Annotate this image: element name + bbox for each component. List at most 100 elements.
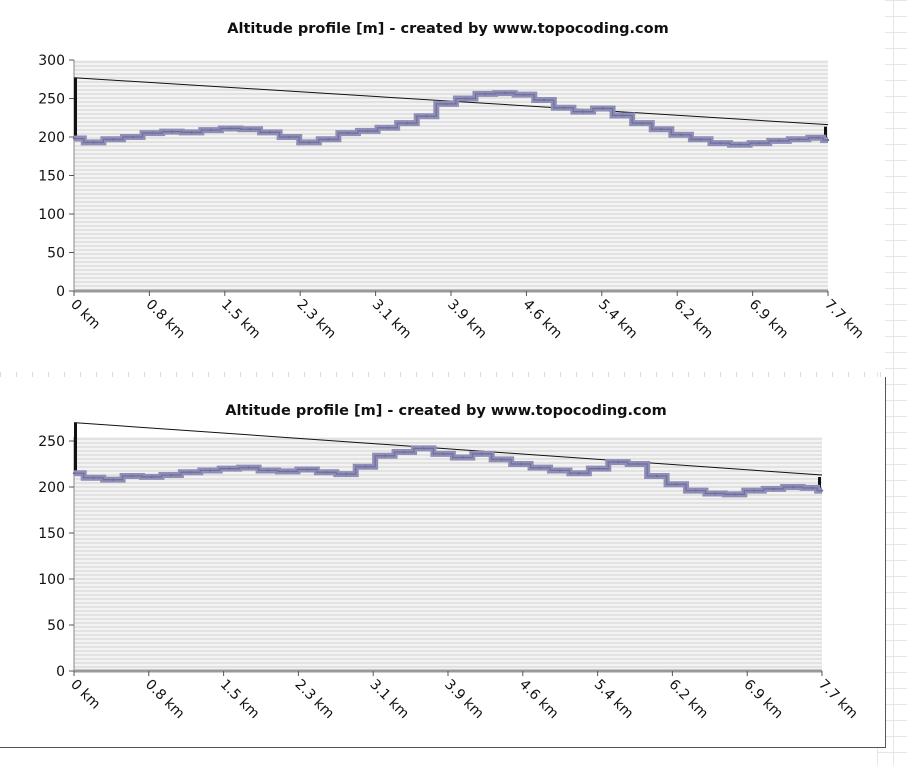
altitude-point <box>325 471 328 474</box>
altitude-point <box>636 462 639 466</box>
altitude-point <box>758 141 761 145</box>
altitude-point <box>621 114 624 117</box>
grid-lines <box>74 61 828 291</box>
altitude-point <box>752 489 756 492</box>
altitude-point <box>484 92 487 96</box>
altitude-point <box>307 141 311 144</box>
start-marker <box>74 77 77 139</box>
altitude-point <box>249 128 252 131</box>
altitude-point <box>562 106 565 109</box>
altitude-point <box>616 460 620 464</box>
end-marker <box>824 126 827 141</box>
altitude-point <box>288 135 291 139</box>
altitude-point <box>713 492 717 495</box>
x-tick-label: 4.6 km <box>520 297 566 343</box>
y-tick-label: 200 <box>38 480 65 496</box>
y-tick-label: 250 <box>38 92 65 108</box>
altitude-point <box>190 131 193 134</box>
altitude-point <box>660 128 663 131</box>
altitude-series-core <box>74 92 828 146</box>
altitude-point <box>694 489 697 492</box>
altitude-point <box>444 102 448 106</box>
y-tick-label: 50 <box>47 618 65 634</box>
x-tick-label: 2.3 km <box>293 297 339 343</box>
altitude-point <box>131 474 134 478</box>
altitude-point <box>422 447 425 450</box>
y-tick-label: 150 <box>38 526 65 542</box>
y-tick-label: 150 <box>38 169 65 185</box>
grid-lines <box>74 438 822 668</box>
separator-strip <box>0 372 885 377</box>
altitude-chart-1: Altitude profile [m] - created by www.to… <box>38 21 867 343</box>
chart-panel-2: Altitude profile [m] - created by www.to… <box>0 377 886 748</box>
altitude-point <box>500 458 503 461</box>
altitude-point <box>577 472 581 475</box>
altitude-point <box>797 138 800 141</box>
altitude-point <box>655 474 659 478</box>
altitude-point <box>738 143 742 146</box>
x-tick-label: 6.2 km <box>666 677 712 723</box>
altitude-point <box>464 97 467 100</box>
altitude-point <box>268 131 272 134</box>
altitude-point <box>817 136 820 139</box>
x-tick-label: 3.9 km <box>441 677 487 723</box>
x-tick-label: 5.4 km <box>595 297 641 343</box>
chart-panel-1: Altitude profile [m] - created by www.to… <box>0 0 885 372</box>
chart-title: Altitude profile [m] - created by www.to… <box>227 21 668 37</box>
altitude-point <box>461 456 464 459</box>
altitude-points <box>72 447 824 496</box>
x-tick-label: 0.8 km <box>143 297 189 343</box>
altitude-point <box>640 121 644 125</box>
y-tick-label: 0 <box>56 664 65 680</box>
altitude-point <box>386 126 389 129</box>
altitude-point <box>208 469 212 472</box>
altitude-point <box>826 138 830 142</box>
x-tick-label: 2.3 km <box>292 677 338 723</box>
y-tick-label: 0 <box>56 284 65 300</box>
y-tick-label: 300 <box>38 53 65 69</box>
altitude-point <box>675 483 678 486</box>
altitude-point <box>791 485 795 489</box>
x-tick-label: 0.8 km <box>142 677 188 723</box>
altitude-point <box>364 465 367 468</box>
altitude-point <box>403 450 406 454</box>
altitude-point <box>597 467 600 470</box>
altitude-point <box>346 131 350 135</box>
altitude-point <box>111 138 115 141</box>
altitude-point <box>72 137 76 140</box>
altitude-point <box>383 454 387 457</box>
x-tick-label: 6.9 km <box>740 677 786 723</box>
y-tick-label: 100 <box>38 572 65 588</box>
altitude-point <box>480 452 484 456</box>
x-tick-label: 7.7 km <box>821 297 867 343</box>
y-tick-label: 200 <box>38 130 65 146</box>
plot-area <box>74 437 822 671</box>
x-tick-label: 5.4 km <box>591 677 637 723</box>
altitude-point <box>733 493 736 496</box>
altitude-point <box>344 472 348 476</box>
altitude-point <box>523 93 526 96</box>
end-marker <box>818 477 821 491</box>
start-marker <box>74 422 77 474</box>
altitude-point <box>229 127 232 130</box>
altitude-point <box>542 98 546 102</box>
x-tick-label: 3.1 km <box>369 297 415 343</box>
y-tick-label: 50 <box>47 246 65 262</box>
altitude-point <box>267 469 270 472</box>
altitude-points <box>72 91 830 146</box>
altitude-point <box>679 133 683 136</box>
x-tick-label: 1.5 km <box>217 677 263 723</box>
altitude-point <box>820 489 824 492</box>
altitude-point <box>601 107 604 110</box>
altitude-point <box>777 139 781 143</box>
altitude-chart-2: Altitude profile [m] - created by www.to… <box>38 403 860 723</box>
altitude-point <box>305 468 309 471</box>
x-tick-label: 4.6 km <box>516 677 562 723</box>
altitude-point <box>169 473 173 477</box>
altitude-point <box>719 141 722 145</box>
altitude-point <box>366 129 369 133</box>
x-tick-label: 6.2 km <box>670 297 716 343</box>
altitude-point <box>558 469 561 472</box>
altitude-point <box>189 471 192 474</box>
x-tick-label: 0 km <box>67 297 103 333</box>
